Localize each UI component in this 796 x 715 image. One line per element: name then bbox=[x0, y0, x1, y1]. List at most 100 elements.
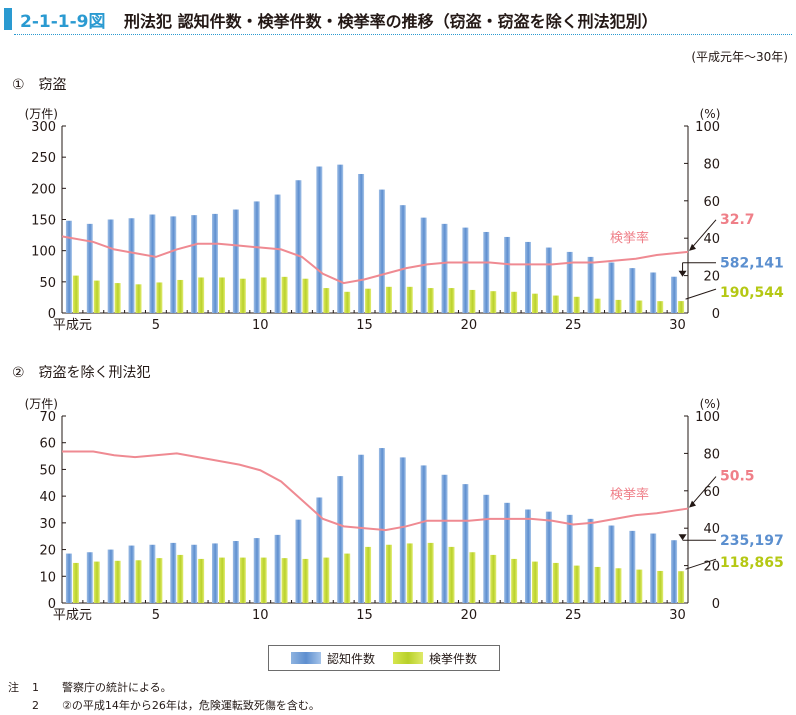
chart2-bar-cleared bbox=[406, 543, 413, 603]
chart1-x-tick-label: 平成元 bbox=[53, 318, 92, 333]
chart1-bar-recognized bbox=[295, 180, 302, 313]
figure-number: 2-1-1-9図 bbox=[20, 12, 106, 32]
chart2-bar-recognized bbox=[671, 540, 678, 603]
legend-item-cleared: 検挙件数 bbox=[393, 650, 477, 667]
chart1-y-tick-label: 300 bbox=[31, 120, 56, 135]
chart2-bar-cleared bbox=[573, 565, 580, 603]
period-label: (平成元年〜30年) bbox=[691, 50, 788, 64]
chart1-bar-cleared bbox=[427, 288, 434, 313]
chart2-x-tick-label: 5 bbox=[152, 608, 160, 623]
chart2-bar-cleared bbox=[72, 562, 79, 603]
chart1-bar-cleared bbox=[344, 291, 351, 313]
chart1-x-tick-label: 5 bbox=[152, 318, 160, 333]
legend-label-recognized: 認知件数 bbox=[326, 651, 375, 666]
chart1-bar-cleared bbox=[511, 291, 518, 313]
chart2-bar-cleared bbox=[427, 542, 434, 603]
chart2-bar-recognized bbox=[629, 530, 636, 603]
chart2-bar-recognized bbox=[525, 509, 531, 603]
figure-title: 刑法犯 認知件数・検挙件数・検挙率の推移（窃盗・窃盗を除く刑法犯別） bbox=[124, 12, 658, 31]
chart1-bar-cleared bbox=[135, 284, 142, 313]
chart1-x-tick-label: 15 bbox=[356, 318, 373, 333]
chart1-bar-recognized bbox=[378, 189, 385, 313]
chart2-bar-cleared bbox=[344, 553, 351, 603]
chart1-rate-callout-line bbox=[689, 219, 717, 251]
chart1-bar-cleared bbox=[406, 286, 413, 313]
chart1-x-tick-label: 10 bbox=[252, 318, 269, 333]
chart2-y2-tick-label: 60 bbox=[703, 485, 720, 500]
chart1-bar-cleared bbox=[385, 286, 392, 313]
chart1-bar-cleared bbox=[239, 278, 246, 313]
panel-1-title: ① 窃盗 bbox=[12, 77, 67, 93]
chart1-bar-recognized bbox=[170, 216, 177, 313]
chart1-bar-cleared bbox=[448, 288, 455, 313]
chart2-bar-cleared bbox=[114, 560, 121, 603]
chart2-bar-recognized bbox=[86, 552, 93, 603]
note-text: ②の平成14年から26年は，危険運転致死傷を含む。 bbox=[62, 699, 320, 712]
header-divider bbox=[14, 34, 792, 35]
chart2-bar-recognized bbox=[212, 543, 218, 603]
chart2-bar-recognized bbox=[399, 457, 406, 603]
chart1-bar-cleared bbox=[72, 275, 79, 313]
note-row: 注 1 警察庁の統計による。 bbox=[8, 679, 320, 697]
chart2-y2-tick-label: 0 bbox=[712, 597, 720, 612]
chart1-y2-tick-label: 0 bbox=[712, 307, 720, 322]
chart1-bar-cleared bbox=[177, 279, 184, 313]
chart1-rate-callout-arrow bbox=[689, 243, 696, 251]
chart1-bar-recognized bbox=[441, 223, 448, 313]
chart2-bar-recognized bbox=[483, 494, 490, 603]
chart2-last-rate-label: 50.5 bbox=[720, 469, 755, 485]
chart2-bar-cleared bbox=[281, 558, 288, 603]
chart1-bar-cleared bbox=[156, 282, 163, 313]
chart2-bar-cleared bbox=[636, 569, 643, 603]
chart1-y2-tick-label: 20 bbox=[703, 270, 720, 285]
chart1-bar-cleared bbox=[93, 280, 100, 313]
chart2-bar-cleared bbox=[302, 558, 309, 603]
chart1-y-axis-label: (万件) bbox=[25, 107, 58, 121]
chart1-bar-cleared bbox=[552, 295, 559, 313]
chart2-last-recognized-label: 235,197 bbox=[720, 533, 784, 549]
chart1-rate-line-label: 検挙率 bbox=[610, 230, 649, 246]
chart1-bar-cleared bbox=[281, 276, 288, 313]
chart1-bar-recognized bbox=[232, 209, 239, 313]
note-label: 注 bbox=[8, 681, 19, 694]
chart2-bar-recognized bbox=[107, 549, 114, 603]
chart1-bar-recognized bbox=[274, 194, 281, 313]
chart1-y-tick-label: 200 bbox=[31, 182, 56, 197]
chart2-y2-tick-label: 40 bbox=[703, 522, 720, 537]
chart2-bar-cleared bbox=[678, 571, 685, 603]
chart2-bar-recognized bbox=[420, 465, 427, 603]
chart2-bar-recognized bbox=[316, 497, 323, 603]
chart2-bar-cleared bbox=[260, 557, 267, 603]
chart2-y2-tick-label: 20 bbox=[703, 560, 720, 575]
chart2-x-tick-label: 25 bbox=[565, 608, 582, 623]
chart2-bar-cleared bbox=[594, 566, 601, 603]
chart2-bar-recognized bbox=[274, 534, 281, 603]
chart2-bar-recognized bbox=[441, 474, 448, 603]
chart1-y-tick-label: 100 bbox=[31, 245, 56, 260]
chart2-bar-recognized bbox=[462, 484, 469, 603]
chart2-y-axis-label: (万件) bbox=[25, 397, 58, 411]
chart1-bar-cleared bbox=[532, 293, 538, 313]
chart1-y-tick-label: 50 bbox=[39, 276, 56, 291]
chart2-bar-cleared bbox=[239, 557, 246, 603]
chart1-last-recognized-label: 582,141 bbox=[720, 256, 784, 272]
chart1-y2-axis-label: (%) bbox=[700, 107, 721, 121]
chart2-bar-recognized bbox=[378, 448, 385, 603]
chart2-bar-cleared bbox=[219, 557, 225, 603]
chart1-bar-recognized bbox=[650, 272, 657, 313]
chart2-y-tick-label: 70 bbox=[39, 410, 56, 425]
note-text: 警察庁の統計による。 bbox=[62, 681, 172, 694]
charts-canvas: (万件) (%)050100150200250300020406080100平成元… bbox=[25, 107, 784, 623]
legend-label-cleared: 検挙件数 bbox=[429, 651, 478, 666]
chart1-bar-recognized bbox=[587, 256, 594, 313]
chart2-x-tick-label: 15 bbox=[356, 608, 373, 623]
chart1-x-tick-label: 25 bbox=[565, 318, 582, 333]
chart1-bar-cleared bbox=[365, 288, 372, 313]
chart2-y-tick-label: 30 bbox=[39, 517, 56, 532]
chart2-bar-cleared bbox=[177, 554, 184, 603]
chart1-bar-cleared bbox=[260, 277, 267, 313]
chart2-bar-cleared bbox=[469, 552, 476, 603]
chart2-bar-recognized bbox=[128, 545, 135, 603]
chart2-y-tick-label: 0 bbox=[48, 597, 56, 612]
chart1-y2-tick-label: 40 bbox=[703, 232, 720, 247]
